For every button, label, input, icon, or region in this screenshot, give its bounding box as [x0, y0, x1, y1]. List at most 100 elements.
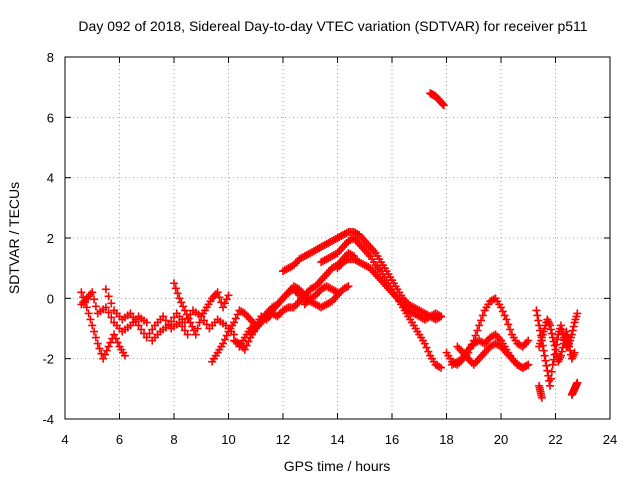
- x-tick-label: 22: [548, 432, 562, 447]
- data-point: [438, 100, 447, 109]
- series-arc-evening-3: [453, 339, 533, 372]
- data-point: [542, 361, 551, 370]
- data-point: [473, 326, 482, 335]
- data-point: [556, 351, 565, 360]
- series-arc-peak-2: [317, 234, 446, 372]
- data-point: [104, 308, 113, 317]
- data-point: [101, 285, 110, 294]
- data-point: [164, 321, 173, 330]
- data-point: [82, 303, 91, 312]
- data-point: [536, 326, 545, 335]
- data-point: [113, 338, 122, 347]
- data-point: [437, 312, 446, 321]
- data-point: [563, 332, 572, 341]
- data-point: [170, 313, 178, 322]
- data-point: [532, 306, 541, 315]
- series-arc-midday-3: [246, 282, 353, 339]
- data-point: [215, 293, 224, 302]
- data-point: [471, 331, 480, 340]
- data-point: [478, 338, 487, 347]
- x-tick-label: 4: [61, 432, 68, 447]
- data-point: [219, 339, 228, 348]
- data-point: [557, 347, 566, 356]
- data-point: [126, 309, 135, 318]
- data-point: [180, 326, 189, 335]
- data-point: [104, 292, 113, 301]
- x-tick-label: 20: [494, 432, 508, 447]
- y-tick-label: 8: [47, 50, 54, 65]
- data-point: [148, 325, 157, 334]
- y-tick-label: 6: [47, 110, 54, 125]
- data-point: [564, 337, 573, 346]
- data-point: [562, 327, 571, 336]
- data-point: [102, 346, 111, 355]
- data-point: [435, 313, 444, 322]
- data-point: [184, 314, 193, 323]
- series-arc-morning-3: [101, 285, 192, 342]
- data-point: [90, 327, 99, 336]
- data-point: [498, 307, 507, 316]
- data-point: [342, 283, 351, 292]
- data-point: [202, 320, 211, 329]
- data-point: [573, 378, 582, 387]
- data-point: [546, 381, 555, 390]
- y-tick-label: -4: [42, 412, 54, 427]
- data-point: [175, 294, 184, 303]
- data-point: [424, 347, 433, 356]
- data-point: [90, 295, 99, 304]
- data-point: [497, 303, 505, 312]
- data-point: [547, 367, 556, 376]
- data-point: [106, 338, 115, 347]
- data-point: [159, 312, 168, 321]
- data-point: [437, 363, 446, 372]
- data-point: [573, 309, 582, 318]
- y-axis-title: SDTVAR / TECUs: [6, 182, 22, 294]
- data-point: [557, 325, 566, 334]
- data-point: [173, 289, 182, 298]
- data-point: [84, 309, 93, 318]
- data-point: [110, 330, 119, 339]
- data-point: [556, 321, 565, 330]
- data-point: [191, 330, 200, 339]
- data-point: [134, 321, 143, 330]
- data-point: [220, 335, 229, 344]
- data-point: [475, 321, 484, 330]
- data-point: [568, 326, 577, 335]
- data-point: [88, 321, 97, 330]
- data-point: [179, 302, 188, 311]
- data-point: [504, 320, 513, 329]
- series-arc-morning-1: [77, 288, 129, 363]
- data-point: [222, 295, 231, 304]
- data-point: [145, 329, 154, 338]
- data-point: [222, 331, 231, 340]
- data-point: [478, 311, 487, 320]
- data-point: [88, 288, 97, 297]
- data-point: [506, 325, 515, 334]
- data-point: [182, 310, 191, 319]
- data-point: [422, 343, 431, 352]
- data-point: [540, 351, 549, 360]
- data-point: [439, 101, 448, 110]
- y-tick-label: -2: [42, 352, 54, 367]
- x-axis-title: GPS time / hours: [284, 458, 391, 474]
- data-point: [86, 315, 95, 324]
- data-point: [549, 337, 558, 346]
- data-point: [170, 279, 178, 288]
- data-point: [457, 355, 466, 364]
- data-point: [193, 324, 202, 333]
- data-point: [93, 339, 102, 348]
- data-point: [171, 284, 180, 293]
- data-point: [129, 313, 138, 322]
- data-point: [231, 314, 240, 323]
- data-point: [537, 393, 546, 402]
- data-point: [101, 303, 110, 312]
- series-arc-evening-1: [442, 294, 533, 369]
- x-tick-labels: 4 6 8 10 12 14 16 18 20 22 24: [61, 432, 617, 447]
- data-point: [142, 333, 151, 342]
- x-tick-label: 14: [330, 432, 344, 447]
- data-point: [282, 304, 291, 313]
- data-point: [107, 299, 116, 308]
- data-point: [546, 321, 555, 330]
- data-point: [183, 330, 192, 339]
- x-tick-label: 12: [276, 432, 290, 447]
